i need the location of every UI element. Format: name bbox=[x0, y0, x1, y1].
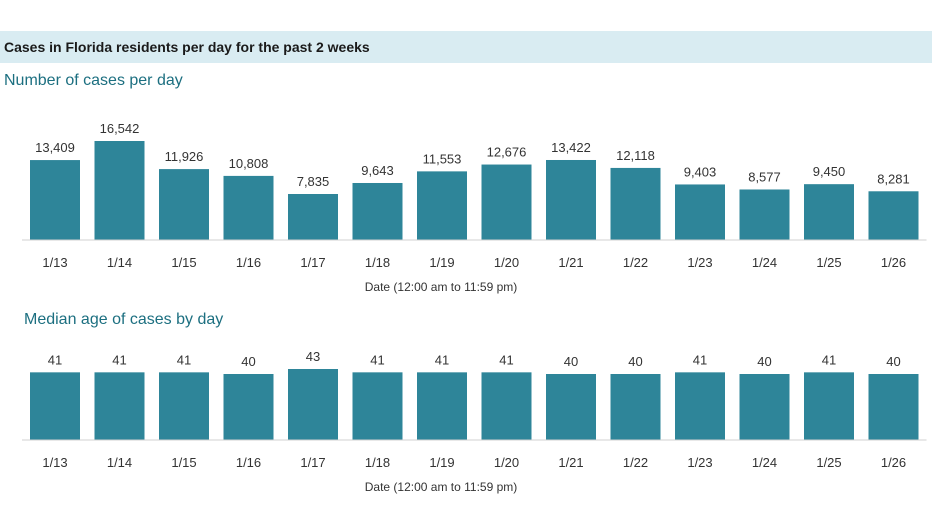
cases-bar-1/23 bbox=[675, 184, 725, 240]
age-bar-1/14 bbox=[94, 372, 145, 440]
cases-bar-1/25 bbox=[804, 184, 854, 240]
age-x-tick: 1/19 bbox=[429, 455, 454, 470]
age-x-tick: 1/24 bbox=[752, 455, 777, 470]
cases-value-label: 13,409 bbox=[35, 140, 75, 155]
age-x-tick: 1/18 bbox=[365, 455, 390, 470]
cases-value-label: 11,926 bbox=[165, 149, 204, 164]
age-x-tick: 1/15 bbox=[171, 455, 196, 470]
age-value-label: 40 bbox=[564, 354, 578, 369]
age-bar-1/18 bbox=[352, 372, 403, 440]
cases-bar-1/19 bbox=[417, 171, 467, 240]
age-x-tick: 1/17 bbox=[300, 455, 325, 470]
cases-bar-1/18 bbox=[352, 182, 403, 240]
age-value-label: 40 bbox=[757, 354, 771, 369]
age-value-label: 41 bbox=[693, 352, 707, 367]
age-bar-1/23 bbox=[675, 372, 725, 440]
cases-x-tick: 1/22 bbox=[623, 255, 648, 270]
page-title: Cases in Florida residents per day for t… bbox=[4, 39, 370, 55]
cases-bar-1/15 bbox=[159, 169, 209, 240]
cases-value-label: 7,835 bbox=[297, 174, 330, 189]
cases-chart-title: Number of cases per day bbox=[4, 72, 183, 89]
cases-bar-1/17 bbox=[288, 194, 338, 240]
cases-x-tick: 1/25 bbox=[816, 255, 841, 270]
cases-value-label: 9,643 bbox=[361, 163, 394, 178]
age-x-tick: 1/23 bbox=[687, 455, 712, 470]
cases-x-tick: 1/21 bbox=[558, 255, 583, 270]
cases-x-tick: 1/17 bbox=[300, 255, 325, 270]
cases-bar-1/16 bbox=[223, 175, 274, 240]
median-age-bar-chart: 41 1/13 41 1/14 41 1/15 40 1/16 43 1/17 41 1/18 41 1/… bbox=[22, 349, 927, 494]
cases-x-tick: 1/19 bbox=[429, 255, 454, 270]
age-x-tick: 1/16 bbox=[236, 455, 261, 470]
cases-value-label: 9,450 bbox=[813, 164, 846, 179]
cases-x-tick: 1/24 bbox=[752, 255, 777, 270]
age-value-label: 41 bbox=[435, 352, 449, 367]
age-bar-1/25 bbox=[804, 372, 854, 440]
age-x-tick: 1/13 bbox=[42, 455, 67, 470]
age-x-axis-title: Date (12:00 am to 11:59 pm) bbox=[365, 480, 518, 494]
cases-value-label: 16,542 bbox=[100, 121, 140, 136]
cases-x-tick: 1/18 bbox=[365, 255, 390, 270]
age-chart-title: Median age of cases by day bbox=[24, 311, 224, 328]
cases-x-tick: 1/15 bbox=[171, 255, 196, 270]
cases-x-tick: 1/20 bbox=[494, 255, 519, 270]
cases-x-tick: 1/23 bbox=[687, 255, 712, 270]
age-bar-1/19 bbox=[417, 372, 467, 440]
age-value-label: 40 bbox=[241, 354, 255, 369]
cases-x-tick: 1/13 bbox=[42, 255, 67, 270]
age-x-tick: 1/14 bbox=[107, 455, 132, 470]
cases-value-label: 8,281 bbox=[877, 171, 910, 186]
age-value-label: 40 bbox=[886, 354, 900, 369]
age-value-label: 41 bbox=[112, 352, 126, 367]
cases-bar-1/22 bbox=[610, 167, 661, 240]
age-value-label: 43 bbox=[306, 349, 320, 364]
age-value-label: 41 bbox=[370, 352, 384, 367]
age-bar-1/15 bbox=[159, 372, 209, 440]
cases-x-tick: 1/14 bbox=[107, 255, 132, 270]
cases-value-label: 10,808 bbox=[229, 156, 269, 171]
cases-value-label: 12,118 bbox=[616, 148, 655, 163]
age-bar-1/13 bbox=[30, 372, 80, 440]
age-bar-1/24 bbox=[739, 374, 790, 440]
age-x-tick: 1/21 bbox=[558, 455, 583, 470]
age-value-label: 41 bbox=[822, 352, 836, 367]
cases-value-label: 12,676 bbox=[487, 145, 527, 160]
cases-bar-1/21 bbox=[546, 159, 596, 240]
cases-bar-1/14 bbox=[94, 141, 145, 240]
age-bar-1/22 bbox=[610, 374, 661, 440]
age-bar-1/20 bbox=[481, 372, 532, 440]
cases-bar-1/13 bbox=[30, 160, 80, 240]
age-bar-1/16 bbox=[223, 374, 274, 440]
age-bar-1/17 bbox=[288, 369, 338, 440]
cases-x-tick: 1/16 bbox=[236, 255, 261, 270]
age-bar-1/26 bbox=[868, 374, 919, 440]
age-value-label: 41 bbox=[48, 352, 62, 367]
age-x-tick: 1/25 bbox=[816, 455, 841, 470]
cases-bar-chart: 13,409 1/13 16,542 1/14 11,926 1/15 10,808 1/16… bbox=[22, 121, 927, 294]
age-value-label: 40 bbox=[628, 354, 642, 369]
age-x-tick: 1/26 bbox=[881, 455, 906, 470]
cases-bar-1/24 bbox=[739, 189, 790, 240]
cases-value-label: 11,553 bbox=[423, 151, 462, 166]
age-value-label: 41 bbox=[499, 352, 513, 367]
age-x-tick: 1/22 bbox=[623, 455, 648, 470]
header-banner: Cases in Florida residents per day for t… bbox=[0, 31, 932, 63]
cases-x-tick: 1/26 bbox=[881, 255, 906, 270]
cases-bar-1/20 bbox=[481, 164, 532, 240]
age-bar-1/21 bbox=[546, 374, 596, 440]
cases-value-label: 8,577 bbox=[748, 169, 781, 184]
cases-value-label: 13,422 bbox=[551, 140, 591, 155]
cases-bar-1/26 bbox=[868, 191, 919, 240]
cases-value-label: 9,403 bbox=[684, 164, 717, 179]
cases-x-axis-title: Date (12:00 am to 11:59 pm) bbox=[365, 280, 518, 294]
age-value-label: 41 bbox=[177, 352, 191, 367]
age-x-tick: 1/20 bbox=[494, 455, 519, 470]
